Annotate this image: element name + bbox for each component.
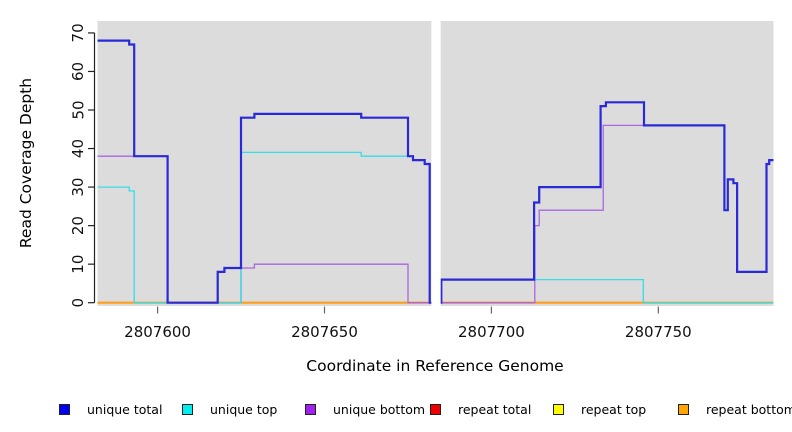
- y-tick-label: 0: [69, 298, 87, 308]
- x-axis-title: Coordinate in Reference Genome: [306, 357, 563, 375]
- y-tick-label: 50: [69, 100, 87, 119]
- x-tick-label: 2807750: [625, 323, 692, 341]
- chart-legend: unique total unique top unique bottom repea…: [0, 398, 792, 424]
- legend-swatch-icon: [553, 403, 564, 415]
- y-tick-label: 40: [69, 139, 87, 158]
- legend-label: repeat top: [581, 401, 647, 417]
- y-axis-title: Read Coverage Depth: [17, 78, 35, 248]
- x-tick-label: 2807650: [291, 323, 358, 341]
- y-tick-label: 70: [69, 23, 87, 42]
- x-tick-label: 2807700: [458, 323, 525, 341]
- legend-label: unique bottom: [333, 401, 426, 417]
- legend-label: unique top: [210, 401, 278, 417]
- y-tick-label: 60: [69, 62, 87, 81]
- legend-item-unique-total: unique total: [59, 398, 162, 420]
- legend-label: unique total: [87, 401, 163, 417]
- legend-swatch-icon: [182, 403, 193, 415]
- legend-swatch-icon: [430, 403, 441, 415]
- coverage-gap: [431, 19, 441, 307]
- legend-swatch-icon: [305, 403, 316, 415]
- x-tick-label: 2807600: [124, 323, 191, 341]
- y-tick-label: 20: [69, 216, 87, 235]
- legend-item-repeat-top: repeat top: [553, 398, 646, 420]
- legend-item-unique-top: unique top: [182, 398, 277, 420]
- legend-swatch-icon: [678, 403, 689, 415]
- legend-item-repeat-total: repeat total: [430, 398, 531, 420]
- legend-label: repeat total: [458, 401, 532, 417]
- y-tick-label: 30: [69, 178, 87, 197]
- legend-swatch-icon: [59, 403, 70, 415]
- legend-item-repeat-bottom: repeat bottom: [678, 398, 792, 420]
- legend-item-unique-bottom: unique bottom: [305, 398, 425, 420]
- y-tick-label: 10: [69, 255, 87, 274]
- coverage-chart: 0 10 20 30 40 50 60 70 2807600 2807650 2807700 2807…: [17, 19, 774, 375]
- legend-label: repeat bottom: [706, 401, 792, 417]
